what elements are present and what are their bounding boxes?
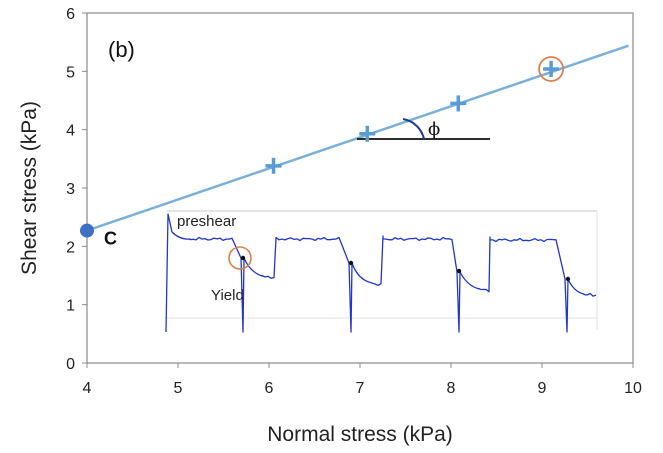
x-axis-label: Normal stress (kPa)	[267, 423, 453, 446]
x-tick-label: 5	[174, 380, 183, 397]
inset-yield-label: Yield	[211, 287, 244, 304]
panel-label: (b)	[108, 37, 135, 62]
x-tick-label: 8	[447, 380, 456, 397]
yield-peak-dot	[348, 260, 354, 266]
highlight-circle	[538, 56, 564, 82]
x-tick-label: 7	[356, 380, 365, 397]
yield-peak-dot	[456, 268, 462, 274]
inset-time-series: preshear Yield	[165, 210, 598, 333]
data-point	[450, 95, 467, 112]
data-point	[359, 125, 376, 142]
y-axis-label: Shear stress (kPa)	[18, 101, 41, 275]
y-tick-label: 5	[66, 64, 75, 81]
yield-peak-dot	[240, 255, 246, 261]
x-tick-label: 4	[83, 380, 92, 397]
inset-preshear-label: preshear	[177, 213, 236, 230]
inset-trace	[165, 213, 597, 333]
y-axis-ticks: 0 1 2 3 4 5 6	[66, 6, 87, 373]
plot-frame	[86, 12, 634, 364]
data-markers	[265, 61, 560, 174]
y-tick-label: 0	[66, 356, 75, 373]
x-tick-label: 9	[538, 380, 547, 397]
cohesion-label: C	[104, 229, 117, 249]
y-tick-label: 6	[66, 6, 75, 23]
x-tick-label: 10	[624, 380, 642, 397]
yield-highlight-circle	[228, 246, 252, 270]
cohesion-point	[80, 223, 94, 238]
yield-peak-dot	[565, 276, 571, 282]
y-tick-label: 4	[66, 123, 75, 140]
phi-label: ϕ	[428, 119, 440, 140]
friction-angle-marker: ϕ	[357, 118, 490, 140]
x-tick-label: 6	[265, 380, 274, 397]
data-point	[265, 157, 282, 174]
y-tick-label: 3	[66, 181, 75, 198]
data-point	[543, 61, 560, 77]
y-tick-label: 1	[66, 298, 75, 315]
angle-arc	[402, 118, 425, 140]
x-axis-ticks: 4 5 6 7 8 9 10	[83, 363, 642, 397]
y-tick-label: 2	[66, 239, 75, 256]
